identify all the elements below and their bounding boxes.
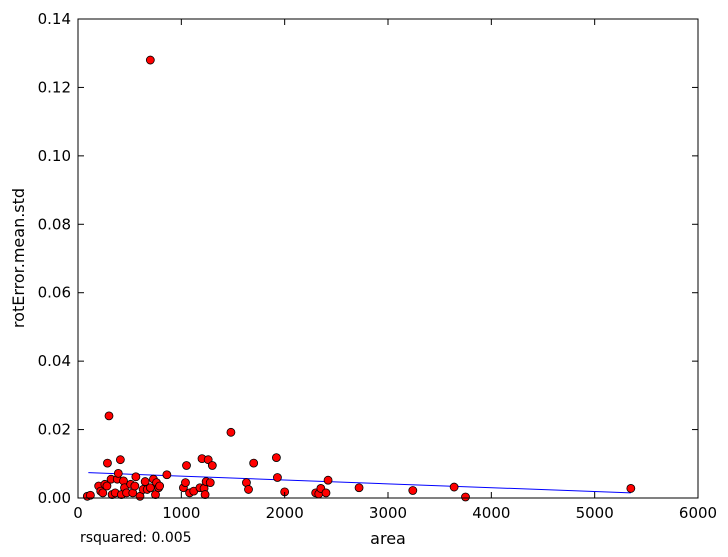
x-axis-label: area (370, 529, 406, 548)
data-point (155, 481, 165, 491)
data-point (408, 486, 418, 495)
data-point (131, 472, 141, 482)
y-tick-label: 0.04 (38, 352, 71, 370)
data-point (98, 488, 108, 498)
y-tick-label: 0.14 (38, 10, 71, 28)
y-tick-label: 0.06 (38, 284, 71, 302)
data-point (104, 411, 114, 421)
data-point (244, 485, 253, 494)
data-point (86, 490, 95, 500)
y-axis-label: rotError.mean.std (9, 188, 28, 328)
x-tick-label: 6000 (679, 504, 717, 522)
y-tick-label: 0.00 (38, 489, 71, 507)
data-point (102, 481, 112, 491)
data-point (113, 468, 123, 478)
data-point (323, 475, 333, 485)
data-point (115, 455, 125, 465)
data-point (205, 478, 215, 488)
data-point (130, 481, 140, 491)
data-point (321, 488, 331, 498)
x-tick-label: 2000 (266, 504, 304, 522)
data-point (226, 427, 236, 437)
x-tick-label: 1000 (162, 504, 200, 522)
data-point (200, 490, 210, 499)
data-point (449, 482, 459, 492)
data-point (207, 461, 217, 470)
y-tick-label: 0.02 (38, 421, 71, 439)
rsquared-annotation: rsquared: 0.005 (80, 530, 192, 546)
data-point (461, 492, 470, 502)
y-tick-label: 0.08 (38, 215, 71, 233)
data-point (273, 473, 282, 482)
y-tick-label: 0.12 (38, 78, 71, 96)
x-tick-label: 5000 (576, 504, 614, 522)
data-point (271, 453, 281, 463)
x-tick-label: 0 (73, 504, 83, 522)
plot-frame (77, 18, 699, 499)
data-point (145, 55, 155, 65)
data-point (354, 483, 364, 493)
y-tick-label: 0.10 (38, 147, 71, 165)
data-point (626, 484, 636, 493)
data-point (162, 470, 172, 480)
data-point (182, 461, 191, 470)
fit-line (88, 472, 631, 494)
data-point (103, 458, 112, 468)
x-tick-label: 3000 (369, 504, 407, 522)
data-point (249, 458, 259, 468)
data-point (181, 478, 190, 488)
x-tick-label: 4000 (472, 504, 510, 522)
